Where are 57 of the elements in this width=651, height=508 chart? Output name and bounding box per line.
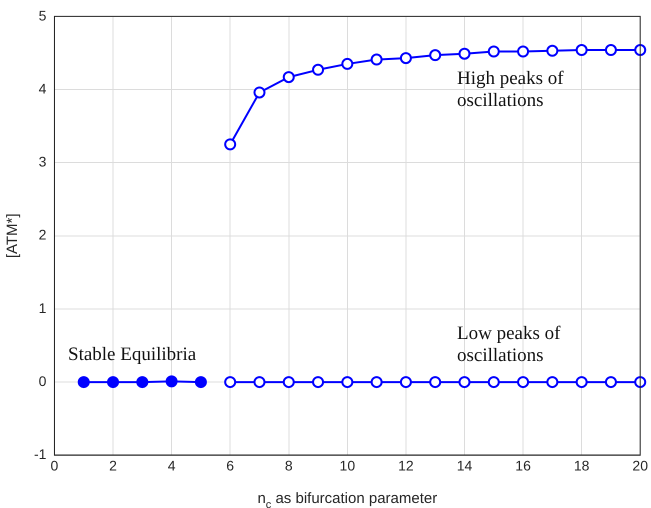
point	[634, 44, 646, 56]
y-tick-label: 3	[38, 154, 47, 170]
point	[194, 376, 207, 388]
point	[488, 46, 500, 58]
x-tick-label: 8	[284, 457, 293, 474]
point	[224, 376, 236, 388]
point	[458, 376, 470, 388]
point	[107, 376, 120, 388]
point	[341, 376, 354, 388]
x-tick-label: 10	[340, 457, 356, 474]
annotation: Low peaks of oscillations	[457, 322, 562, 366]
x-tick-label: 12	[398, 457, 414, 474]
point	[78, 376, 90, 388]
point	[429, 49, 442, 62]
x-tick-label: 0	[50, 457, 59, 474]
y-tick-label: 1	[38, 300, 47, 316]
point	[400, 376, 412, 388]
point	[576, 376, 588, 388]
x-tick-label: 2	[109, 457, 118, 474]
point	[604, 44, 617, 56]
y-tick-label: 5	[38, 7, 47, 24]
y-tick-label: -1	[34, 446, 47, 462]
point	[370, 376, 383, 388]
point	[370, 54, 383, 66]
point	[341, 58, 354, 70]
point	[604, 376, 617, 388]
point	[517, 46, 530, 58]
point	[282, 71, 295, 84]
point	[634, 376, 646, 388]
point	[253, 376, 266, 388]
point	[253, 86, 266, 98]
point	[458, 48, 470, 60]
x-tick-label: 20	[632, 457, 648, 474]
point	[166, 375, 178, 388]
annotation: Stable Equilibria	[68, 344, 197, 365]
x-tick-label: 14	[456, 457, 472, 474]
point	[488, 376, 500, 388]
point	[546, 44, 558, 57]
point	[546, 376, 558, 388]
y-tick-label: 4	[38, 80, 47, 96]
point	[517, 376, 530, 388]
point	[136, 376, 148, 388]
x-tick-label: 18	[574, 457, 590, 474]
point	[400, 52, 412, 64]
point	[312, 64, 324, 76]
point	[224, 138, 236, 150]
point	[312, 376, 324, 388]
point	[576, 44, 588, 56]
y-axis-title: [ATM*]	[4, 213, 22, 258]
x-tick-label: 16	[515, 457, 532, 474]
point	[282, 376, 295, 388]
point	[429, 376, 442, 388]
y-tick-label: 0	[38, 372, 47, 389]
y-tick-label: 2	[38, 226, 47, 243]
x-tick-label: 4	[168, 457, 176, 474]
x-tick-label: 6	[226, 457, 234, 474]
annotation: High peaks of oscillations	[457, 68, 564, 111]
